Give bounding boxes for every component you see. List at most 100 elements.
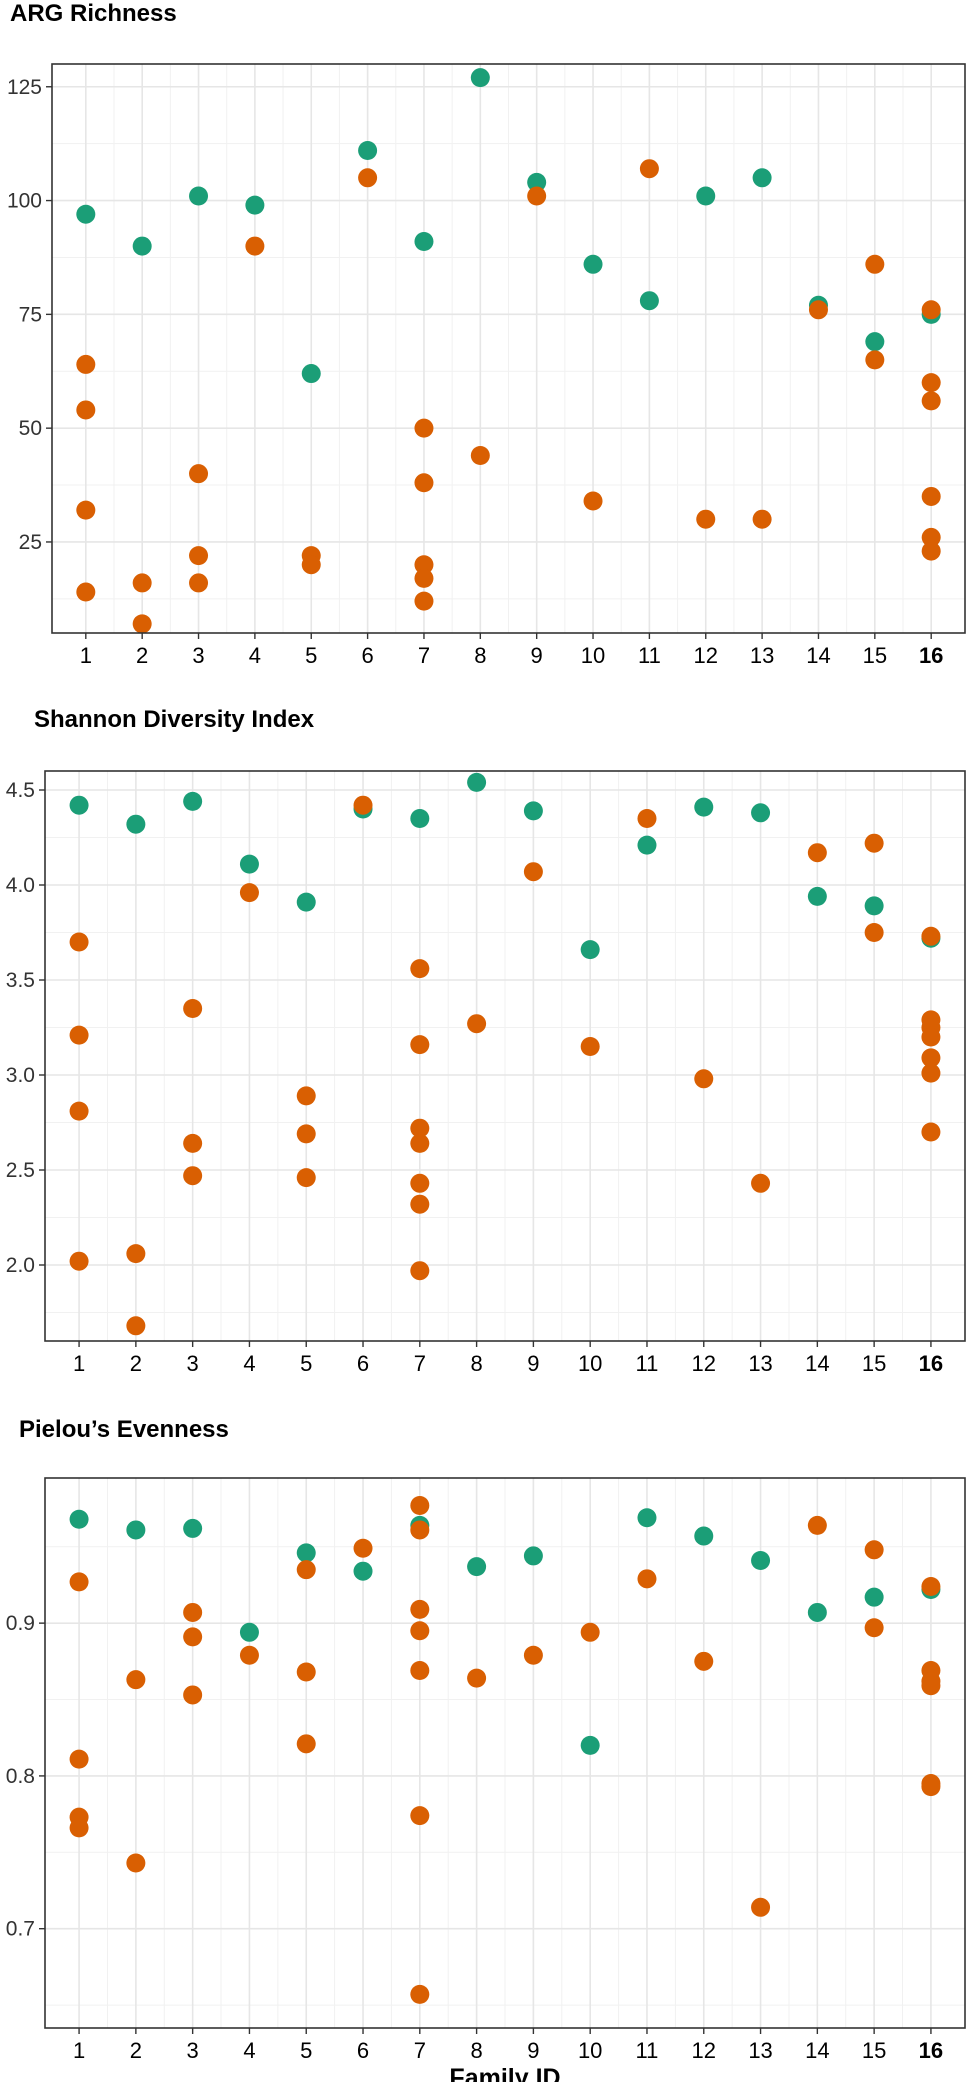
point-group_a	[639, 291, 659, 311]
point-group_a	[296, 892, 316, 912]
point-group_a	[637, 835, 657, 855]
y-tick-label: 0.8	[6, 1765, 35, 1788]
point-group_b	[183, 1602, 203, 1622]
gridlines	[45, 1478, 965, 2028]
point-group_b	[527, 186, 547, 206]
point-group_b	[410, 1133, 430, 1153]
point-group_a	[467, 1557, 487, 1577]
point-group_a	[358, 140, 378, 160]
point-group_b	[470, 445, 490, 465]
x-tick-label: 8	[470, 1351, 482, 1376]
series-group_a	[69, 1508, 941, 1755]
x-tick-label: 15	[863, 643, 887, 668]
gridlines	[45, 771, 965, 1341]
point-group_a	[751, 803, 771, 823]
point-group_b	[921, 373, 941, 393]
point-group_a	[864, 896, 884, 916]
point-group_b	[637, 1569, 657, 1589]
point-group_b	[921, 1777, 941, 1797]
point-group_b	[410, 1621, 430, 1641]
point-group_b	[865, 254, 885, 274]
x-tick-label: 9	[527, 1351, 539, 1376]
panel-title: Pielou’s Evenness	[19, 1416, 229, 1443]
point-group_b	[921, 1063, 941, 1083]
point-group_b	[921, 541, 941, 561]
y-tick-label: 25	[19, 531, 42, 554]
x-tick-label: 12	[692, 2038, 716, 2063]
point-group_b	[751, 1897, 771, 1917]
point-group_b	[239, 883, 259, 903]
point-group_a	[580, 1735, 600, 1755]
x-tick-label: 5	[300, 2038, 312, 2063]
point-group_b	[523, 1645, 543, 1665]
x-tick-label: 16	[919, 643, 943, 668]
point-group_b	[751, 1173, 771, 1193]
point-group_a	[183, 791, 203, 811]
point-group_a	[752, 168, 772, 188]
point-group_b	[76, 582, 96, 602]
point-group_b	[921, 1576, 941, 1596]
point-group_a	[126, 1520, 146, 1540]
point-group_b	[864, 1618, 884, 1638]
panel-title: ARG Richness	[10, 0, 177, 27]
x-tick-label: 12	[694, 643, 718, 668]
panel-2: Shannon Diversity Index 2.0 2.5 3.0 3.5 4.0 4.…	[6, 706, 966, 1376]
point-group_b	[69, 1251, 89, 1271]
x-tick-label: 13	[748, 2038, 772, 2063]
series-group_b	[69, 1496, 941, 2004]
point-group_a	[296, 1543, 316, 1563]
plot-frame	[44, 770, 966, 1342]
x-tick-label: 10	[578, 1351, 602, 1376]
point-group_b	[467, 1014, 487, 1034]
point-group_a	[694, 1526, 714, 1546]
point-group_b	[353, 795, 373, 815]
point-group_b	[239, 1645, 259, 1665]
point-group_a	[865, 332, 885, 352]
point-group_a	[696, 186, 716, 206]
point-group_b	[183, 1133, 203, 1153]
point-group_b	[353, 1538, 373, 1558]
point-group_a	[126, 814, 146, 834]
plot-frame	[51, 63, 966, 634]
x-tick-label: 1	[73, 1351, 85, 1376]
point-group_b	[410, 1035, 430, 1055]
point-group_b	[637, 809, 657, 828]
y-tick-label: 3.5	[6, 969, 35, 992]
point-group_b	[580, 1037, 600, 1056]
point-group_a	[523, 801, 543, 821]
point-group_b	[69, 1818, 89, 1838]
x-tick-label: 14	[805, 2038, 829, 2063]
point-group_b	[864, 833, 884, 853]
point-group_b	[414, 418, 434, 438]
point-group_b	[696, 509, 716, 529]
point-group_b	[69, 1025, 89, 1045]
point-group_b	[580, 1622, 600, 1642]
point-group_b	[76, 354, 96, 374]
point-group_a	[864, 1587, 884, 1607]
x-tick-label: 3	[187, 1351, 199, 1376]
y-tick-label: 100	[7, 190, 42, 213]
point-group_b	[414, 591, 434, 611]
point-group_a	[189, 186, 209, 206]
x-tick-label: 9	[527, 2038, 539, 2063]
point-group_b	[301, 555, 321, 575]
point-group_a	[69, 1509, 89, 1529]
point-group_b	[410, 1173, 430, 1193]
point-group_a	[527, 172, 547, 192]
y-tick-label: 4.5	[6, 779, 35, 802]
x-tick-label: 10	[581, 643, 605, 668]
point-group_b	[410, 1118, 430, 1138]
y-tick-label: 3.0	[6, 1064, 35, 1087]
point-group_b	[76, 500, 96, 520]
point-group_b	[296, 1560, 316, 1580]
point-group_a	[637, 1508, 657, 1528]
point-group_a	[239, 854, 259, 874]
point-group_b	[583, 491, 603, 511]
point-group_b	[296, 1086, 316, 1106]
point-group_b	[126, 1244, 146, 1264]
plot-frame	[44, 1477, 966, 2029]
x-tick-label: 8	[470, 2038, 482, 2063]
point-group_b	[132, 573, 152, 593]
point-group_a	[132, 236, 152, 256]
